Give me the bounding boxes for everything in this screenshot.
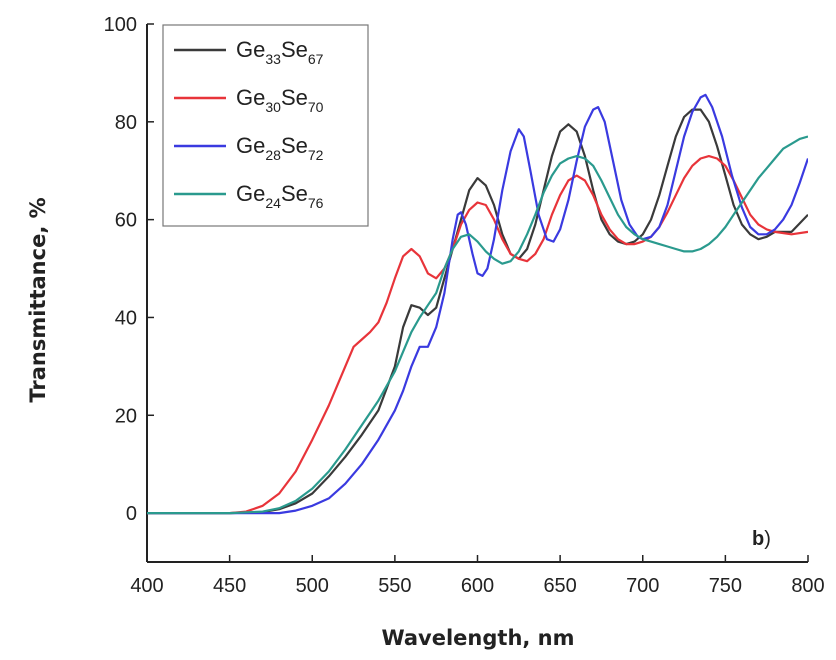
x-axis-title: Wavelength, nm — [381, 626, 574, 650]
y-ticks: 0 20 40 60 80 100 — [104, 14, 154, 525]
x-ticks: 400 450 500 550 600 650 700 750 800 — [130, 555, 825, 597]
x-tick-label: 750 — [709, 575, 742, 597]
x-tick-label: 700 — [626, 575, 659, 597]
x-tick-label: 450 — [213, 575, 246, 597]
x-tick-label: 650 — [543, 575, 576, 597]
y-tick-label: 60 — [115, 210, 137, 232]
series-line-4 — [147, 135, 808, 515]
x-tick-label: 400 — [130, 575, 163, 597]
legend: Ge33Se67 Ge30Se70 Ge28Se72 Ge24Se76 — [162, 24, 369, 227]
series-line-3 — [147, 93, 808, 515]
x-tick-label: 500 — [296, 575, 329, 597]
panel-label-letter: b — [752, 528, 764, 550]
legend-label-2: Ge30Se70 — [236, 85, 324, 115]
y-tick-label: 40 — [115, 307, 137, 329]
y-tick-label: 20 — [115, 405, 137, 427]
legend-label-3: Ge28Se72 — [236, 133, 324, 163]
series-lines — [147, 93, 808, 515]
y-tick-label: 80 — [115, 112, 137, 134]
legend-label-4: Ge24Se76 — [236, 181, 324, 211]
panel-label: b) — [752, 528, 771, 550]
legend-label-1: Ge33Se67 — [236, 37, 324, 67]
x-tick-label: 800 — [791, 575, 824, 597]
legend-box — [162, 24, 369, 227]
x-tick-label: 550 — [378, 575, 411, 597]
panel-label-paren: ) — [764, 528, 771, 550]
y-tick-label: 100 — [104, 14, 137, 36]
x-tick-label: 600 — [461, 575, 494, 597]
series-line-2 — [147, 155, 808, 515]
y-axis-title: Transmittance, % — [26, 197, 50, 402]
y-tick-label: 0 — [126, 503, 137, 525]
